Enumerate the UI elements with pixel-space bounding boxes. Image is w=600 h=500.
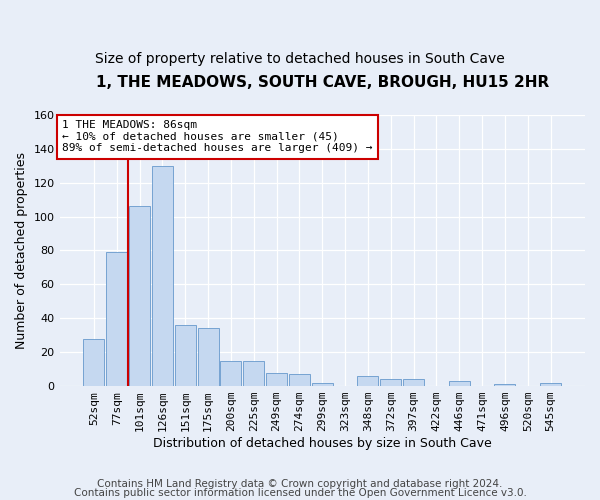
X-axis label: Distribution of detached houses by size in South Cave: Distribution of detached houses by size …	[153, 437, 491, 450]
Bar	[220, 360, 241, 386]
Text: Contains HM Land Registry data © Crown copyright and database right 2024.: Contains HM Land Registry data © Crown c…	[97, 479, 503, 489]
Bar	[289, 374, 310, 386]
Bar	[175, 325, 196, 386]
Bar	[403, 380, 424, 386]
Bar	[197, 328, 218, 386]
Bar	[129, 206, 150, 386]
Text: 1 THE MEADOWS: 86sqm
← 10% of detached houses are smaller (45)
89% of semi-detac: 1 THE MEADOWS: 86sqm ← 10% of detached h…	[62, 120, 373, 154]
Bar	[494, 384, 515, 386]
Bar	[358, 376, 379, 386]
Y-axis label: Number of detached properties: Number of detached properties	[15, 152, 28, 349]
Bar	[83, 338, 104, 386]
Bar	[312, 382, 333, 386]
Text: Contains public sector information licensed under the Open Government Licence v3: Contains public sector information licen…	[74, 488, 526, 498]
Bar	[266, 372, 287, 386]
Bar	[243, 360, 264, 386]
Title: 1, THE MEADOWS, SOUTH CAVE, BROUGH, HU15 2HR: 1, THE MEADOWS, SOUTH CAVE, BROUGH, HU15…	[95, 75, 549, 90]
Bar	[449, 381, 470, 386]
Text: Size of property relative to detached houses in South Cave: Size of property relative to detached ho…	[95, 52, 505, 66]
Bar	[152, 166, 173, 386]
Bar	[540, 382, 561, 386]
Bar	[380, 380, 401, 386]
Bar	[106, 252, 127, 386]
